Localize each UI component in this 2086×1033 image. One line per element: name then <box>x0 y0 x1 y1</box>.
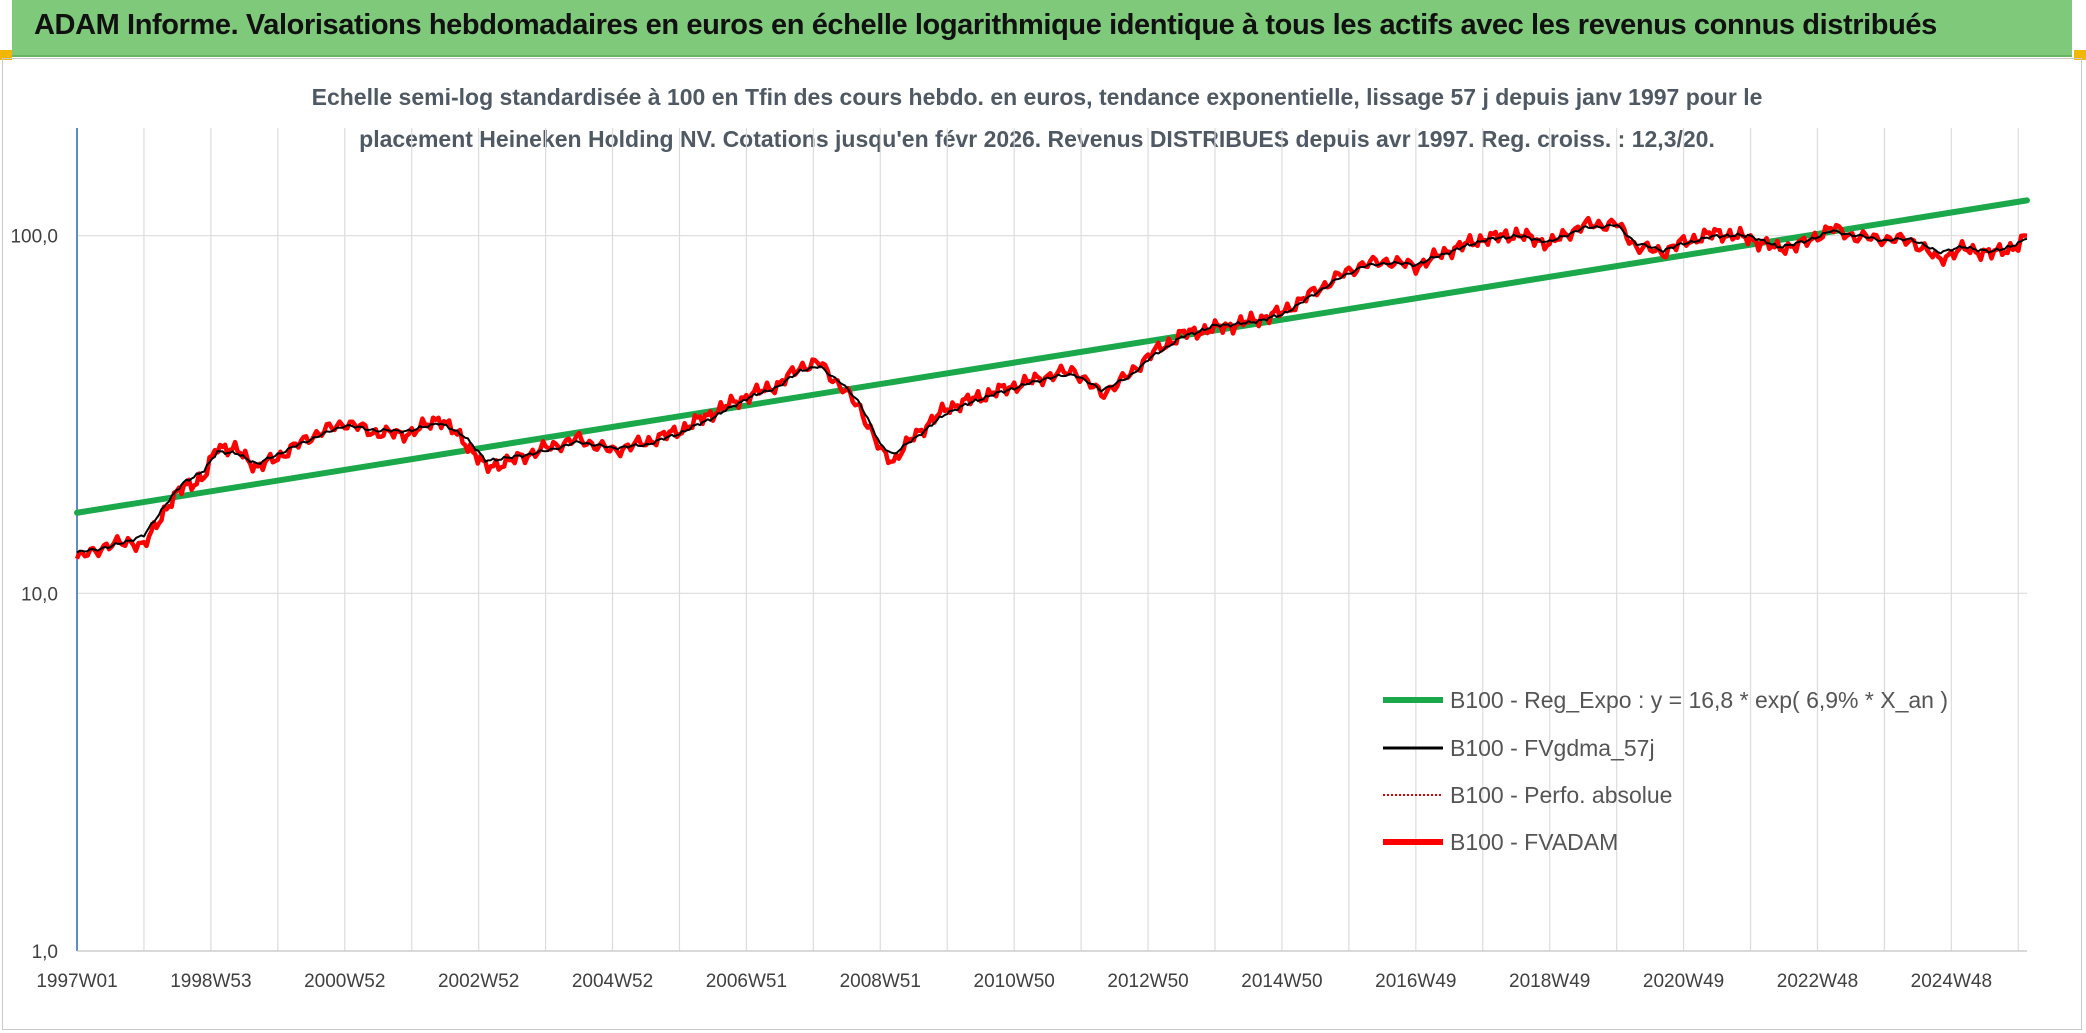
corner-accent-right <box>2074 50 2086 60</box>
x-tick-label: 2012W50 <box>1107 971 1188 992</box>
x-tick-label: 2010W50 <box>974 971 1055 992</box>
x-tick-label: 2008W51 <box>840 971 921 992</box>
legend: B100 - Reg_Expo : y = 16,8 * exp( 6,9% *… <box>1383 687 1948 855</box>
y-tick-label: 10,0 <box>21 584 58 605</box>
y-tick-label: 1,0 <box>32 942 58 963</box>
report-header: ADAM Informe. Valorisations hebdomadaire… <box>12 0 2072 57</box>
x-tick-label: 1998W53 <box>170 971 251 992</box>
legend-label: B100 - FVgdma_57j <box>1450 735 1655 761</box>
y-tick-label: 100,0 <box>10 227 58 248</box>
gridlines <box>76 128 2027 952</box>
corner-accent-left <box>0 50 12 60</box>
axes: 1,0 10,0 100,0 1997W01 1998W53 2000W52 2002W52… <box>10 128 2027 992</box>
series-lines <box>74 197 2030 560</box>
legend-label: B100 - FVADAM <box>1450 829 1618 855</box>
moving-average-line <box>76 223 2028 554</box>
chart-area: Echelle semi-log standardisée à 100 en T… <box>10 84 2030 992</box>
fvadam-line <box>74 215 2028 560</box>
x-tick-label: 2024W48 <box>1911 971 1992 992</box>
x-tick-label: 2006W51 <box>706 971 787 992</box>
legend-label: B100 - Perfo. absolue <box>1450 782 1672 808</box>
report-title: ADAM Informe. Valorisations hebdomadaire… <box>34 9 1937 41</box>
x-tick-label: 2014W50 <box>1241 971 1322 992</box>
x-tick-label: 2018W49 <box>1509 971 1590 992</box>
x-tick-label: 2004W52 <box>572 971 653 992</box>
x-tick-label: 2022W48 <box>1777 971 1858 992</box>
x-tick-label: 2016W49 <box>1375 971 1456 992</box>
x-tick-label: 2020W49 <box>1643 971 1724 992</box>
chart-title-line-2: placement Heineken Holding NV. Cotations… <box>359 126 1715 152</box>
regression-line <box>74 197 2030 516</box>
legend-label: B100 - Reg_Expo : y = 16,8 * exp( 6,9% *… <box>1450 687 1948 713</box>
chart-title-line-1: Echelle semi-log standardisée à 100 en T… <box>312 84 1763 110</box>
x-tick-label: 1997W01 <box>36 971 117 992</box>
x-tick-label: 2002W52 <box>438 971 519 992</box>
x-tick-label: 2000W52 <box>304 971 385 992</box>
